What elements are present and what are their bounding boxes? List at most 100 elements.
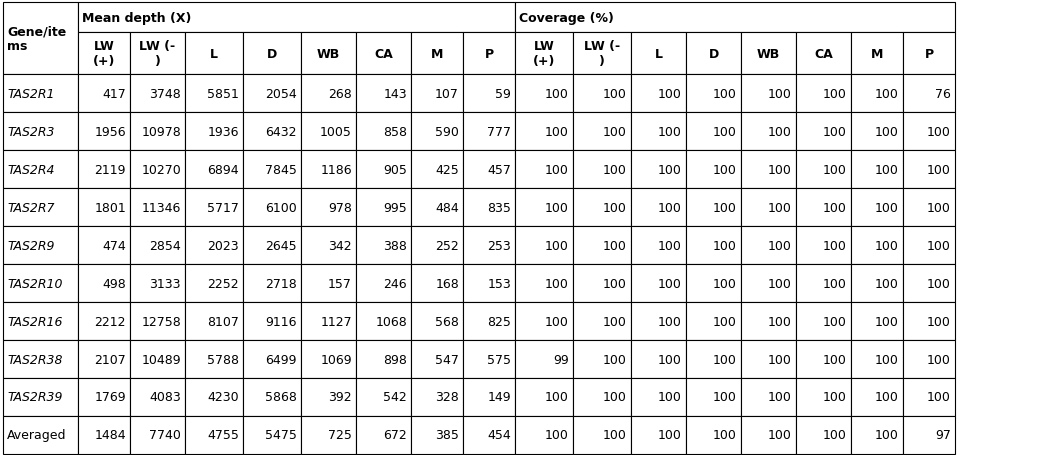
Bar <box>3 264 78 302</box>
Bar <box>573 113 631 151</box>
Text: 100: 100 <box>603 277 627 290</box>
Text: 100: 100 <box>603 125 627 138</box>
Text: 474: 474 <box>102 239 126 252</box>
Bar <box>631 302 686 340</box>
Bar <box>463 378 515 416</box>
Bar <box>301 227 356 264</box>
Bar <box>185 113 243 151</box>
Text: 100: 100 <box>545 163 569 176</box>
Text: 246: 246 <box>384 277 407 290</box>
Text: 457: 457 <box>487 163 511 176</box>
Text: 100: 100 <box>545 239 569 252</box>
Text: TAS2R1: TAS2R1 <box>7 87 54 100</box>
Text: 5475: 5475 <box>265 429 297 441</box>
Text: 100: 100 <box>927 391 951 404</box>
Bar <box>851 264 903 302</box>
Text: LW
(+): LW (+) <box>93 40 115 68</box>
Bar <box>631 188 686 227</box>
Text: 7845: 7845 <box>265 163 297 176</box>
Text: 100: 100 <box>823 391 847 404</box>
Text: 6432: 6432 <box>265 125 297 138</box>
Text: 1186: 1186 <box>320 163 352 176</box>
Bar <box>185 264 243 302</box>
Text: 100: 100 <box>713 163 737 176</box>
Text: 100: 100 <box>823 315 847 328</box>
Bar <box>573 340 631 378</box>
Bar <box>301 264 356 302</box>
Text: 100: 100 <box>927 125 951 138</box>
Bar <box>356 188 411 227</box>
Text: 100: 100 <box>713 87 737 100</box>
Bar <box>3 113 78 151</box>
Text: 1127: 1127 <box>320 315 352 328</box>
Text: 568: 568 <box>435 315 459 328</box>
Bar <box>740 151 796 188</box>
Text: 107: 107 <box>435 87 459 100</box>
Bar <box>463 188 515 227</box>
Text: 100: 100 <box>658 201 682 214</box>
Text: 100: 100 <box>769 125 792 138</box>
Text: L: L <box>654 47 662 61</box>
Bar <box>631 227 686 264</box>
Text: 3133: 3133 <box>150 277 181 290</box>
Text: 8107: 8107 <box>207 315 239 328</box>
Bar <box>78 33 130 75</box>
Text: 342: 342 <box>329 239 352 252</box>
Text: 100: 100 <box>927 353 951 366</box>
Bar <box>796 227 851 264</box>
Text: 542: 542 <box>384 391 407 404</box>
Bar <box>356 416 411 454</box>
Bar <box>631 33 686 75</box>
Bar <box>686 378 740 416</box>
Text: M: M <box>870 47 883 61</box>
Bar <box>796 416 851 454</box>
Text: 76: 76 <box>935 87 951 100</box>
Bar <box>243 264 301 302</box>
Text: 425: 425 <box>436 163 459 176</box>
Text: 100: 100 <box>603 239 627 252</box>
Text: 10489: 10489 <box>141 353 181 366</box>
Bar <box>411 302 463 340</box>
Bar <box>903 416 955 454</box>
Text: 1005: 1005 <box>320 125 352 138</box>
Text: 5788: 5788 <box>207 353 239 366</box>
Text: 100: 100 <box>545 315 569 328</box>
Bar <box>686 33 740 75</box>
Bar <box>903 302 955 340</box>
Bar <box>796 151 851 188</box>
Bar <box>3 416 78 454</box>
Text: 100: 100 <box>603 391 627 404</box>
Text: 835: 835 <box>487 201 511 214</box>
Text: 100: 100 <box>658 87 682 100</box>
Text: 454: 454 <box>488 429 511 441</box>
Text: 100: 100 <box>823 87 847 100</box>
Bar <box>631 416 686 454</box>
Text: 100: 100 <box>713 429 737 441</box>
Text: 100: 100 <box>823 353 847 366</box>
Text: 5717: 5717 <box>207 201 239 214</box>
Bar <box>3 188 78 227</box>
Text: 100: 100 <box>823 163 847 176</box>
Text: 995: 995 <box>384 201 407 214</box>
Text: 858: 858 <box>383 125 407 138</box>
Bar <box>463 302 515 340</box>
Text: 9116: 9116 <box>265 315 297 328</box>
Text: 777: 777 <box>487 125 511 138</box>
Text: 100: 100 <box>658 391 682 404</box>
Text: 1769: 1769 <box>95 391 126 404</box>
Text: 10978: 10978 <box>141 125 181 138</box>
Bar <box>903 227 955 264</box>
Bar <box>130 75 185 113</box>
Bar <box>411 416 463 454</box>
Text: TAS2R7: TAS2R7 <box>7 201 54 214</box>
Bar <box>515 113 573 151</box>
Bar <box>851 33 903 75</box>
Text: 328: 328 <box>436 391 459 404</box>
Text: 100: 100 <box>713 125 737 138</box>
Text: 484: 484 <box>436 201 459 214</box>
Bar <box>78 3 515 33</box>
Bar <box>243 416 301 454</box>
Bar <box>903 188 955 227</box>
Bar <box>573 302 631 340</box>
Text: 100: 100 <box>769 353 792 366</box>
